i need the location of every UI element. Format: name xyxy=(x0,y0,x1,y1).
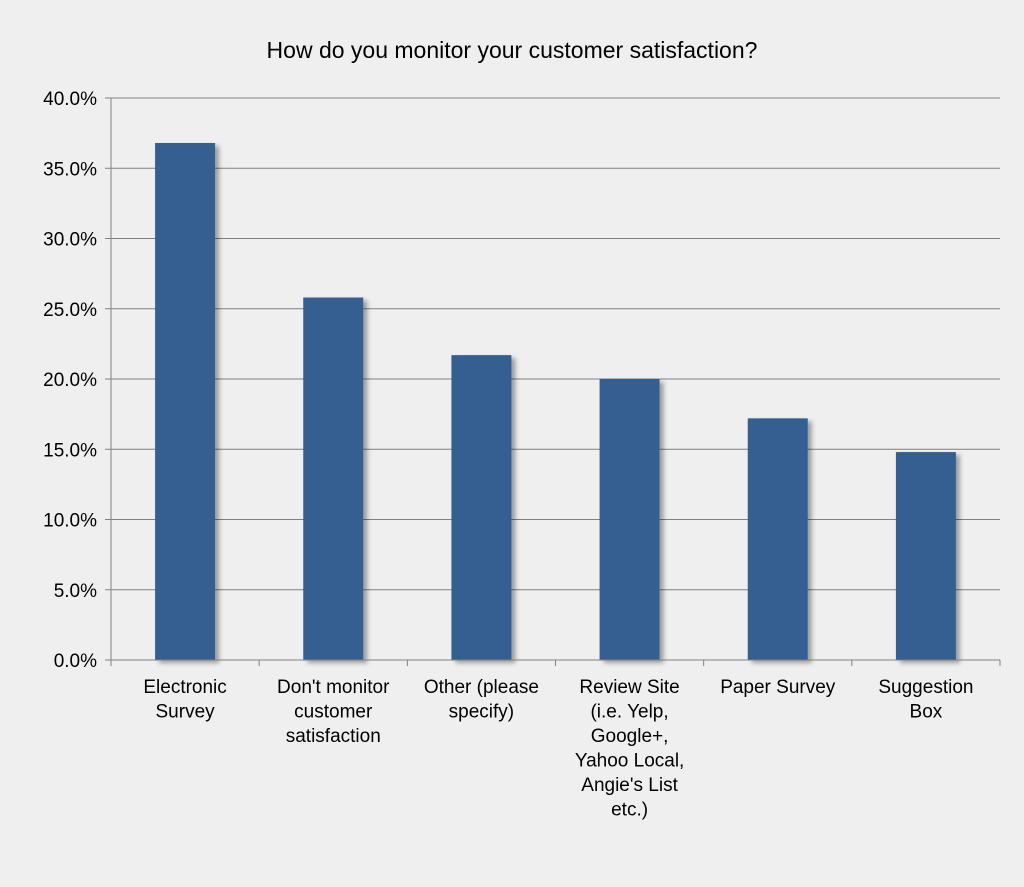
bar xyxy=(303,297,364,660)
x-category-label: Suggestion Box xyxy=(878,677,973,723)
x-category-label: Paper Survey xyxy=(720,677,836,698)
y-tick-label: 0.0% xyxy=(54,651,97,672)
bars xyxy=(155,142,956,660)
x-category-label: Other (please specify) xyxy=(424,677,539,723)
y-axis-tick-labels: 0.0% 5.0% 10.0% 15.0% 20.0% 25.0% 30.0% 35.0% 40… xyxy=(43,89,97,672)
y-tick-label: 40.0% xyxy=(43,89,97,110)
bar xyxy=(155,142,216,660)
y-tick-label: 10.0% xyxy=(43,511,97,532)
x-category-label: Don't monitor customer satisfaction xyxy=(277,677,390,747)
x-axis-category-labels: Electronic Survey Don't monitor customer sat… xyxy=(143,677,973,821)
y-tick-label: 35.0% xyxy=(43,159,97,180)
bar xyxy=(895,452,956,660)
y-tick-label: 25.0% xyxy=(43,300,97,321)
chart-title: How do you monitor your customer satisfa… xyxy=(267,37,758,63)
bar xyxy=(451,355,512,660)
gridlines xyxy=(111,97,1000,591)
x-category-label: Electronic Survey xyxy=(143,677,226,723)
x-category-label: Review Site (i.e. Yelp, Google+, Yahoo Loca… xyxy=(575,677,685,821)
y-tick-label: 30.0% xyxy=(43,230,97,251)
bar xyxy=(747,418,808,660)
bar xyxy=(599,379,660,660)
axes xyxy=(105,97,1001,666)
y-tick-label: 20.0% xyxy=(43,370,97,391)
y-tick-label: 5.0% xyxy=(54,581,97,602)
y-tick-label: 15.0% xyxy=(43,440,97,461)
